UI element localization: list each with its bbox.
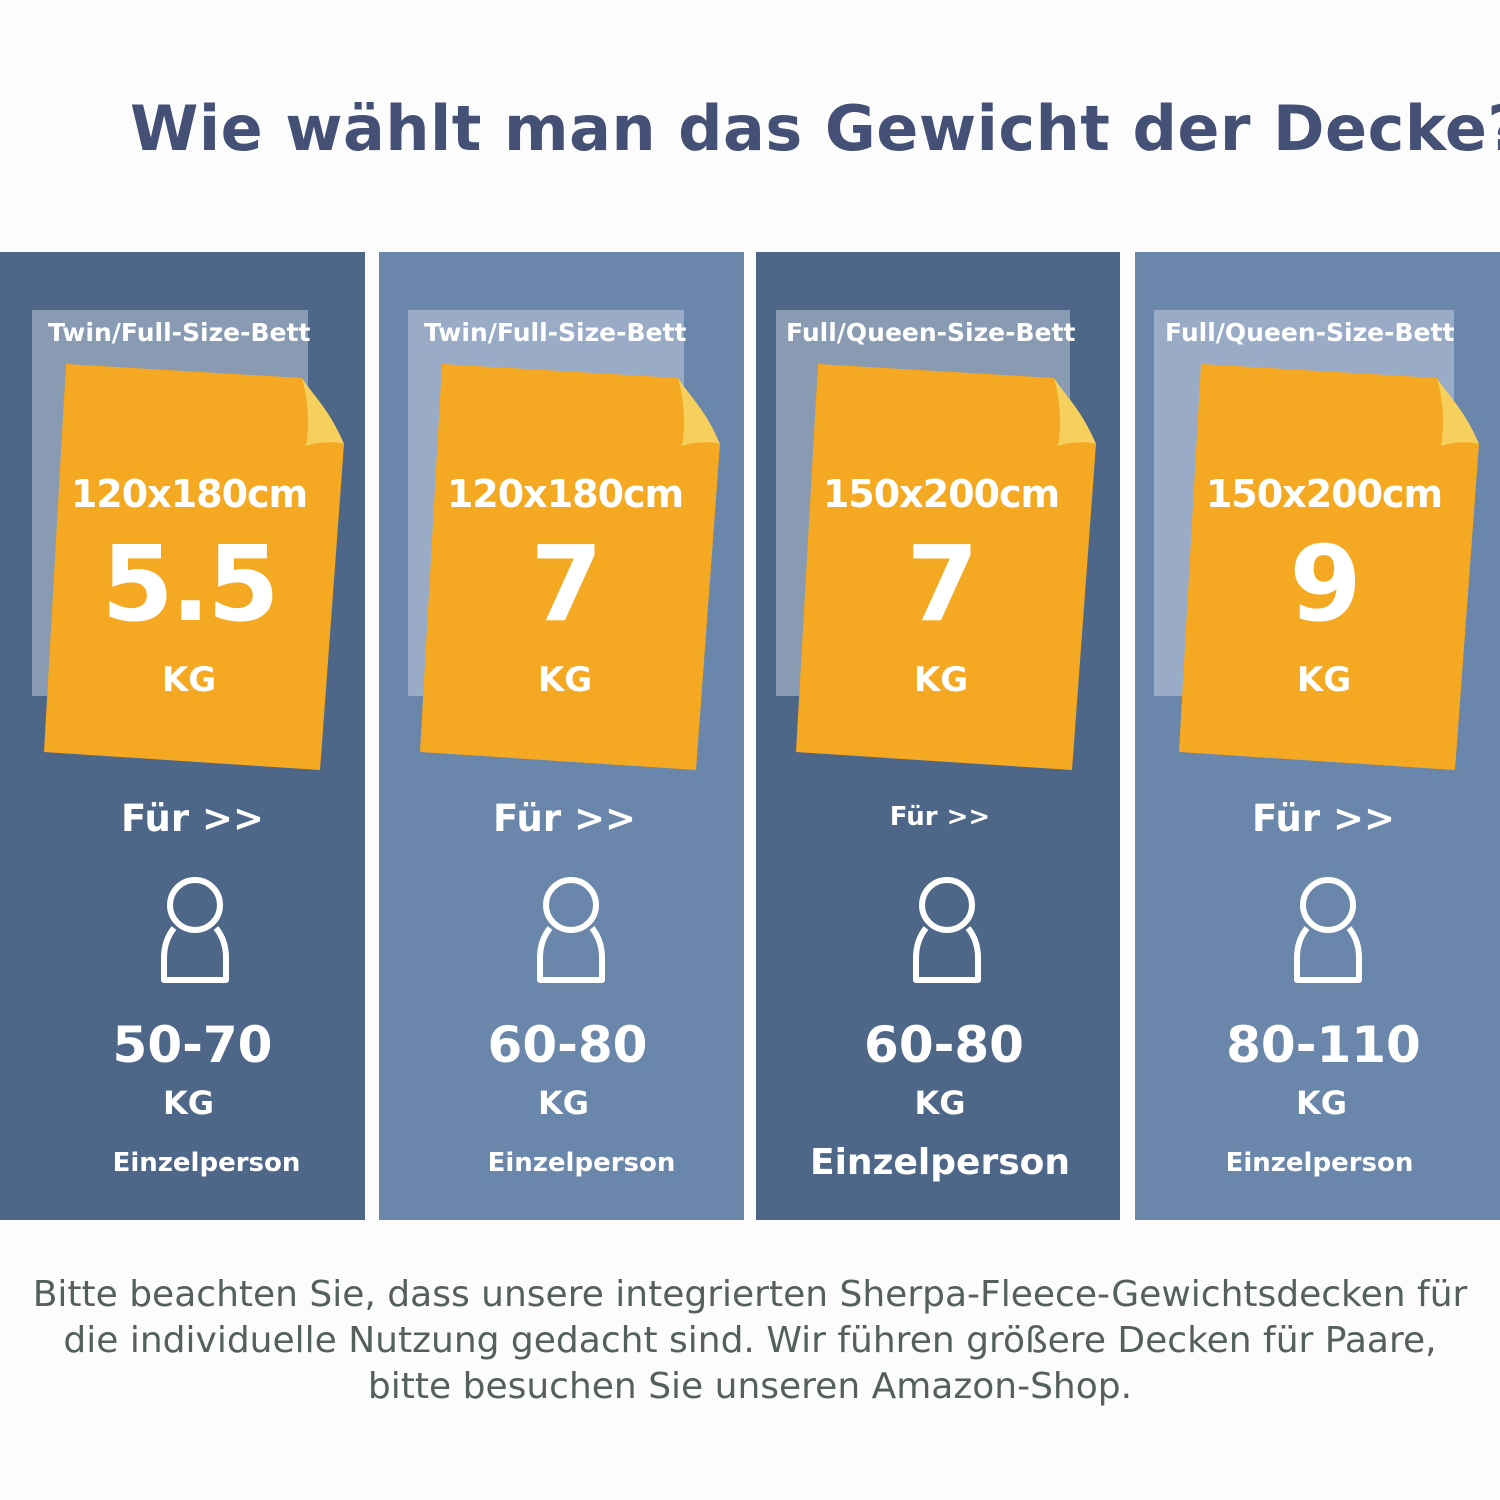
blanket-size: 150x200cm (822, 472, 1060, 516)
blanket-card: 150x200cm 7 KG (796, 364, 1096, 770)
blanket-icon (44, 364, 344, 770)
person-icon (536, 876, 606, 984)
body-weight-unit: KG (1295, 1084, 1348, 1122)
bed-size-label: Twin/Full-Size-Bett (48, 318, 311, 347)
audience-label: Einzelperson (112, 1148, 301, 1178)
weight-card-2: Twin/Full-Size-Bett 120x180cm 7 KG Für >… (379, 252, 744, 1220)
for-label: Für >> (493, 797, 636, 840)
bed-size-label: Full/Queen-Size-Bett (786, 318, 1076, 347)
weight-card-1: Twin/Full-Size-Bett 120x180cm 5.5 KG Für… (0, 252, 365, 1220)
blanket-weight: 7 (530, 523, 602, 645)
body-weight-unit: KG (914, 1084, 966, 1122)
blanket-card: 120x180cm 5.5 KG (44, 364, 344, 770)
person-icon (912, 876, 982, 984)
bed-size-label: Full/Queen-Size-Bett (1165, 318, 1455, 347)
blanket-weight: 7 (906, 523, 978, 645)
blanket-weight-unit: KG (913, 660, 969, 700)
for-label: Für >> (889, 802, 991, 832)
page-title: Wie wählt man das Gewicht der Decke? (130, 92, 1500, 165)
person-icon (160, 876, 230, 984)
audience-label: Einzelperson (487, 1148, 676, 1178)
audience-label: Einzelperson (810, 1142, 1070, 1183)
body-weight-unit: KG (162, 1084, 215, 1122)
blanket-size: 120x180cm (446, 472, 684, 516)
blanket-weight: 9 (1289, 523, 1361, 645)
weight-card-4: Full/Queen-Size-Bett 150x200cm 9 KG Für … (1135, 252, 1500, 1220)
blanket-icon (1179, 364, 1479, 770)
blanket-size: 150x200cm (1205, 472, 1443, 516)
blanket-weight-unit: KG (1296, 660, 1352, 700)
blanket-weight: 5.5 (101, 523, 279, 645)
weight-card-3: Full/Queen-Size-Bett 150x200cm 7 KG Für … (756, 252, 1120, 1220)
body-weight-range: 50-70 (112, 1016, 273, 1074)
body-weight-unit: KG (537, 1084, 590, 1122)
blanket-weight-unit: KG (537, 660, 593, 700)
body-weight-range: 60-80 (487, 1016, 648, 1074)
blanket-icon (420, 364, 720, 770)
for-label: Für >> (1252, 797, 1395, 840)
footnote-line: bitte besuchen Sie unseren Amazon-Shop. (367, 1366, 1133, 1407)
footnote-line: die individuelle Nutzung gedacht sind. W… (63, 1320, 1437, 1361)
body-weight-range: 80-110 (1226, 1016, 1421, 1074)
for-label: Für >> (121, 797, 264, 840)
footnote-line: Bitte beachten Sie, dass unsere integrie… (32, 1274, 1468, 1315)
weight-guide-columns: Twin/Full-Size-Bett 120x180cm 5.5 KG Für… (0, 252, 1500, 1220)
audience-label: Einzelperson (1225, 1148, 1414, 1178)
blanket-size: 120x180cm (70, 472, 308, 516)
body-weight-range: 60-80 (864, 1016, 1024, 1074)
blanket-card: 120x180cm 7 KG (420, 364, 720, 770)
footnote: Bitte beachten Sie, dass unsere integrie… (0, 1272, 1500, 1410)
person-icon (1293, 876, 1363, 984)
blanket-weight-unit: KG (161, 660, 217, 700)
blanket-icon (796, 364, 1096, 770)
bed-size-label: Twin/Full-Size-Bett (424, 318, 687, 347)
blanket-card: 150x200cm 9 KG (1179, 364, 1479, 770)
